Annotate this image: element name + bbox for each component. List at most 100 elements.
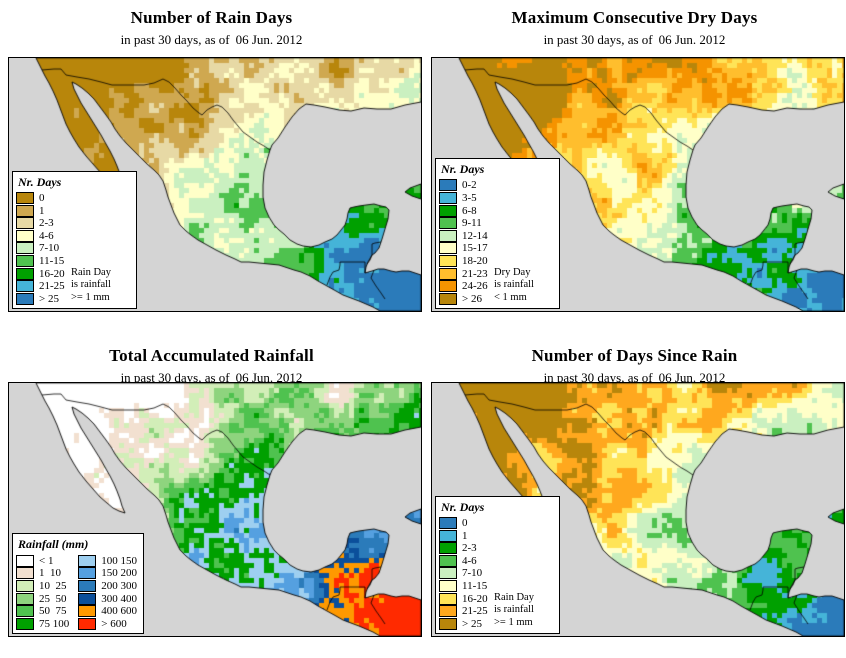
legend-color-chip bbox=[439, 516, 457, 529]
legend-color-chip bbox=[16, 254, 34, 267]
legend-item: 24-26 bbox=[439, 280, 488, 293]
legend-note-line: is rainfall bbox=[494, 604, 534, 616]
legend-color-chip bbox=[16, 554, 34, 567]
legend-item: 0 bbox=[439, 516, 488, 530]
legend-label: 2-3 bbox=[462, 542, 477, 555]
legend-color-chip bbox=[439, 567, 457, 580]
panel-subtitle: in past 30 days, as of 06 Jun. 2012 bbox=[0, 370, 423, 386]
legend-color-chip bbox=[439, 592, 457, 605]
legend-color-chip bbox=[439, 229, 457, 242]
map-frame: Nr. Days 0-2 3-5 6-8 9-11 12-14 15-17 18-20 21-… bbox=[431, 57, 845, 312]
legend-label: 1 10 bbox=[39, 567, 61, 580]
panel-date: 06 Jun. 2012 bbox=[235, 370, 303, 385]
legend-label: 3-5 bbox=[462, 191, 477, 204]
legend-item: 16-20 bbox=[439, 592, 488, 605]
legend-title: Rainfall (mm) bbox=[18, 537, 89, 552]
panel-header: Number of Rain Days in past 30 days, as … bbox=[0, 0, 423, 48]
legend-color-chip bbox=[16, 204, 34, 217]
legend-color-chip bbox=[16, 217, 34, 230]
legend-item: 75 100 bbox=[16, 617, 69, 630]
legend-item: 25 50 bbox=[16, 592, 69, 605]
legend-note-line: >= 1 mm bbox=[494, 616, 533, 628]
map-frame: Nr. Days 0 1 2-3 4-6 7-10 11-15 16-20 21-25 > 25… bbox=[8, 57, 422, 312]
legend-label: 16-20 bbox=[462, 592, 488, 605]
panel-days-since-rain: Number of Days Since Rain in past 30 day… bbox=[423, 329, 846, 658]
map-frame: Nr. Days 0 1 2-3 4-6 7-10 11-15 16-20 21-25 > 25… bbox=[431, 382, 845, 637]
legend-label: 1 bbox=[39, 204, 45, 217]
legend-label: > 600 bbox=[101, 617, 127, 630]
legend-note-line: is rainfall bbox=[71, 279, 111, 291]
legend-item: 2-3 bbox=[439, 542, 488, 555]
legend-label: 9-11 bbox=[462, 217, 482, 230]
subtitle-text: in past 30 days, as of bbox=[543, 370, 653, 385]
legend-label: 2-3 bbox=[39, 217, 54, 230]
legend-color-chip bbox=[16, 191, 34, 204]
legend-item: 0-2 bbox=[439, 179, 488, 192]
legend-color-chip bbox=[16, 229, 34, 242]
legend-color-chip bbox=[439, 579, 457, 592]
legend-label: 50 75 bbox=[39, 605, 67, 618]
panel-subtitle: in past 30 days, as of 06 Jun. 2012 bbox=[0, 32, 423, 48]
panel-title: Number of Days Since Rain bbox=[531, 346, 738, 365]
legend-item: 200 300 bbox=[78, 579, 137, 593]
legend-item: 21-25 bbox=[439, 605, 488, 618]
legend-color-chip bbox=[439, 542, 457, 555]
legend-box: Nr. Days 0-2 3-5 6-8 9-11 12-14 15-17 18-20 21-… bbox=[435, 158, 560, 309]
legend-color-chip bbox=[439, 191, 457, 204]
legend-note-line: Dry Day bbox=[494, 266, 531, 278]
legend-item: 1 bbox=[439, 529, 488, 542]
legend-label: 4-6 bbox=[462, 554, 477, 567]
legend-color-chip bbox=[439, 254, 457, 267]
legend-box: Nr. Days 0 1 2-3 4-6 7-10 11-15 16-20 21-25 > 25… bbox=[12, 170, 137, 309]
legend-color-chip bbox=[439, 204, 457, 217]
legend-item: 4-6 bbox=[439, 554, 488, 567]
legend-color-chip bbox=[16, 579, 34, 592]
legend-label: 12-14 bbox=[462, 229, 488, 242]
legend-note-line: is rainfall bbox=[494, 279, 534, 291]
legend-label: 6-8 bbox=[462, 204, 477, 217]
legend-color-chip bbox=[78, 617, 97, 630]
legend-label: > 25 bbox=[39, 292, 59, 305]
legend-item: 3-5 bbox=[439, 191, 488, 205]
panel-header: Total Accumulated Rainfall in past 30 da… bbox=[0, 329, 423, 386]
legend-label: 150 200 bbox=[101, 567, 137, 580]
legend-item: 15-17 bbox=[439, 242, 488, 255]
legend-label: 400 600 bbox=[101, 605, 137, 618]
legend-item: 2-3 bbox=[16, 217, 65, 230]
legend-color-chip bbox=[16, 280, 34, 293]
legend-item: 21-25 bbox=[16, 280, 65, 293]
legend-item: 9-11 bbox=[439, 217, 488, 230]
legend-note-line: >= 1 mm bbox=[71, 291, 110, 303]
subtitle-text: in past 30 days, as of bbox=[120, 32, 230, 47]
panel-date: 06 Jun. 2012 bbox=[658, 32, 726, 47]
legend-label: 11-15 bbox=[462, 579, 488, 592]
panel-date: 06 Jun. 2012 bbox=[235, 32, 303, 47]
legend-color-chip bbox=[16, 592, 34, 605]
legend-color-chip bbox=[439, 292, 457, 305]
legend-label: < 1 bbox=[39, 554, 54, 567]
legend-label: 300 400 bbox=[101, 592, 137, 605]
panel-rainfall: Total Accumulated Rainfall in past 30 da… bbox=[0, 329, 423, 658]
panel-header: Maximum Consecutive Dry Days in past 30 … bbox=[423, 0, 846, 48]
legend-item: 0 bbox=[16, 191, 65, 205]
legend-color-chip bbox=[78, 554, 97, 567]
legend-item: 300 400 bbox=[78, 592, 137, 605]
legend-item: 1 bbox=[16, 204, 65, 217]
legend-item: 16-20 bbox=[16, 267, 65, 280]
legend-label: 24-26 bbox=[462, 280, 488, 293]
legend-item: 400 600 bbox=[78, 605, 137, 618]
legend-items: 0 1 2-3 4-6 7-10 11-15 16-20 21-25 > 25 bbox=[16, 191, 130, 305]
legend-label: 75 100 bbox=[39, 617, 70, 630]
legend-label: 0 bbox=[462, 516, 468, 529]
legend-color-chip bbox=[78, 605, 97, 618]
legend-label: 11-15 bbox=[39, 254, 65, 267]
legend-label: 21-25 bbox=[39, 280, 65, 293]
panel-subtitle: in past 30 days, as of 06 Jun. 2012 bbox=[423, 32, 846, 48]
legend-items: 0 1 2-3 4-6 7-10 11-15 16-20 21-25 > 25 bbox=[439, 516, 553, 630]
legend-note: Dry Day is rainfall < 1 mm bbox=[494, 267, 552, 304]
legend-label: 21-25 bbox=[462, 605, 488, 618]
legend-color-chip bbox=[16, 292, 34, 305]
legend-color-chip bbox=[439, 605, 457, 618]
legend-color-chip bbox=[439, 617, 457, 630]
